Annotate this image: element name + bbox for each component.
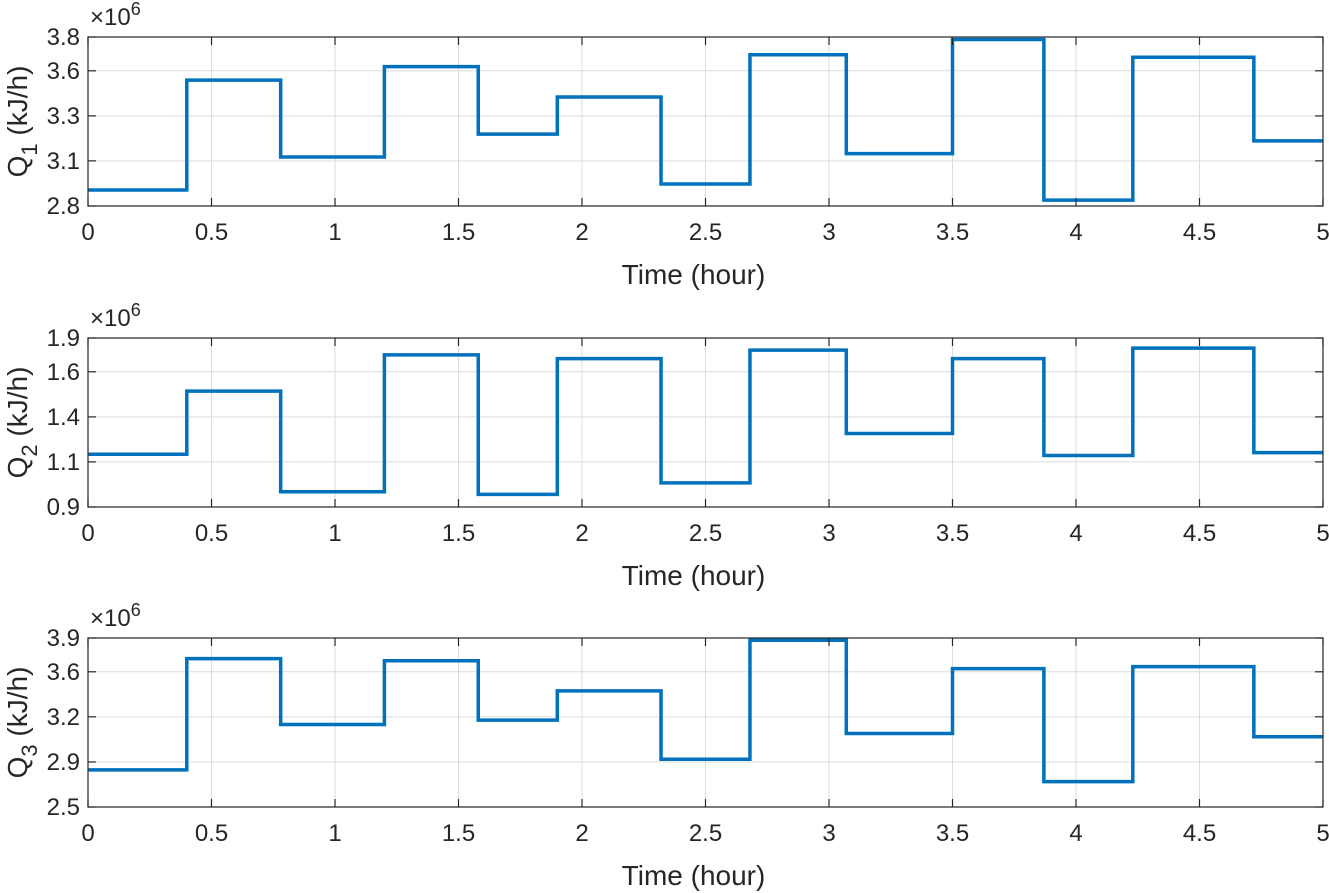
x-tick-label: 3.5: [936, 520, 969, 547]
x-tick-label: 1.5: [442, 219, 475, 246]
x-tick-label: 0: [81, 520, 94, 547]
y-axis-label: Q2 (kJ/h): [2, 367, 42, 479]
x-tick-label: 1.5: [442, 820, 475, 847]
y-axis-label-symbol: Q: [2, 457, 33, 479]
x-tick-label: 4.5: [1183, 820, 1216, 847]
x-axis-label: Time (hour): [622, 259, 766, 290]
subplot-3: 0 0.5 1 1.5 2 2.5 3 3.5 4 4.5 5 2.5 2.9 3.2 3.6 3.9 ×106…: [2, 600, 1329, 891]
y-tick-label: 2.8: [47, 193, 80, 220]
series-line-1: [88, 346, 1323, 497]
x-axis-label: Time (hour): [622, 860, 766, 891]
y-axis-label-subscript: 3: [17, 744, 42, 756]
subplot-2: 0 0.5 1 1.5 2 2.5 3 3.5 4 4.5 5 0.9 1.1 1.4 1.6 1.9 ×106…: [2, 300, 1329, 591]
x-tick-label: 3: [822, 820, 835, 847]
x-tick-label: 1: [328, 219, 341, 246]
x-tick-label: 4.5: [1183, 219, 1216, 246]
y-tick-label: 3.8: [47, 24, 80, 51]
x-tick-label: 1.5: [442, 520, 475, 547]
y-tick-label: 1.1: [47, 449, 80, 476]
x-tick-label: 5: [1316, 520, 1329, 547]
x-tick-label: 2.5: [689, 820, 722, 847]
y-axis-label-symbol: Q: [2, 156, 33, 178]
y-tick-label: 2.9: [47, 749, 80, 776]
x-tick-label: 2.5: [689, 520, 722, 547]
y-axis-label-subscript: 1: [17, 143, 42, 155]
x-tick-label: 1: [328, 820, 341, 847]
y-tick-label: 3.6: [47, 58, 80, 85]
x-tick-label: 0: [81, 219, 94, 246]
y-axis-label-unit: (kJ/h): [2, 367, 33, 445]
y-tick-label: 3.2: [47, 704, 80, 731]
y-tick-label: 3.9: [47, 625, 80, 652]
y-axis-label: Q3 (kJ/h): [2, 667, 42, 779]
x-tick-label: 2: [575, 820, 588, 847]
x-tick-label: 5: [1316, 219, 1329, 246]
y-axis-label: Q1 (kJ/h): [2, 66, 42, 178]
series-line-1: [88, 37, 1323, 202]
x-tick-label: 4: [1069, 520, 1082, 547]
y-tick-label: 1.6: [47, 359, 80, 386]
x-tick-label: 4.5: [1183, 520, 1216, 547]
x-tick-label: 2.5: [689, 219, 722, 246]
x-axis-label: Time (hour): [622, 560, 766, 591]
x-tick-label: 0.5: [195, 520, 228, 547]
x-tick-label: 4: [1069, 820, 1082, 847]
y-axis-label-symbol: Q: [2, 757, 33, 779]
y-exponent-power: 6: [131, 300, 141, 320]
y-exponent-power: 6: [131, 0, 141, 19]
x-tick-label: 4: [1069, 219, 1082, 246]
x-tick-label: 0.5: [195, 219, 228, 246]
y-tick-label: 1.9: [47, 325, 80, 352]
y-tick-label: 3.6: [47, 659, 80, 686]
x-tick-label: 0.5: [195, 820, 228, 847]
y-exponent-power: 6: [131, 600, 141, 620]
y-tick-label: 2.5: [47, 794, 80, 821]
x-tick-label: 3: [822, 219, 835, 246]
x-tick-label: 0: [81, 820, 94, 847]
y-tick-label: 0.9: [47, 494, 80, 521]
y-exponent-label: ×106: [90, 0, 141, 31]
y-exponent-label: ×106: [90, 300, 141, 332]
x-tick-label: 2: [575, 219, 588, 246]
y-exponent-label: ×106: [90, 600, 141, 632]
y-axis-label-unit: (kJ/h): [2, 667, 33, 745]
x-tick-label: 1: [328, 520, 341, 547]
x-tick-label: 3.5: [936, 219, 969, 246]
y-tick-label: 3.1: [47, 148, 80, 175]
x-tick-label: 5: [1316, 820, 1329, 847]
y-tick-label: 1.4: [47, 404, 80, 431]
y-axis-label-subscript: 2: [17, 444, 42, 456]
subplot-1: 0 0.5 1 1.5 2 2.5 3 3.5 4 4.5 5 2.8 3.1 3.3 3.6 3.8 ×106…: [2, 0, 1329, 290]
y-tick-label: 3.3: [47, 103, 80, 130]
x-tick-label: 3: [822, 520, 835, 547]
series-line-1: [88, 638, 1323, 784]
y-axis-label-unit: (kJ/h): [2, 66, 33, 144]
x-tick-label: 2: [575, 520, 588, 547]
x-tick-label: 3.5: [936, 820, 969, 847]
